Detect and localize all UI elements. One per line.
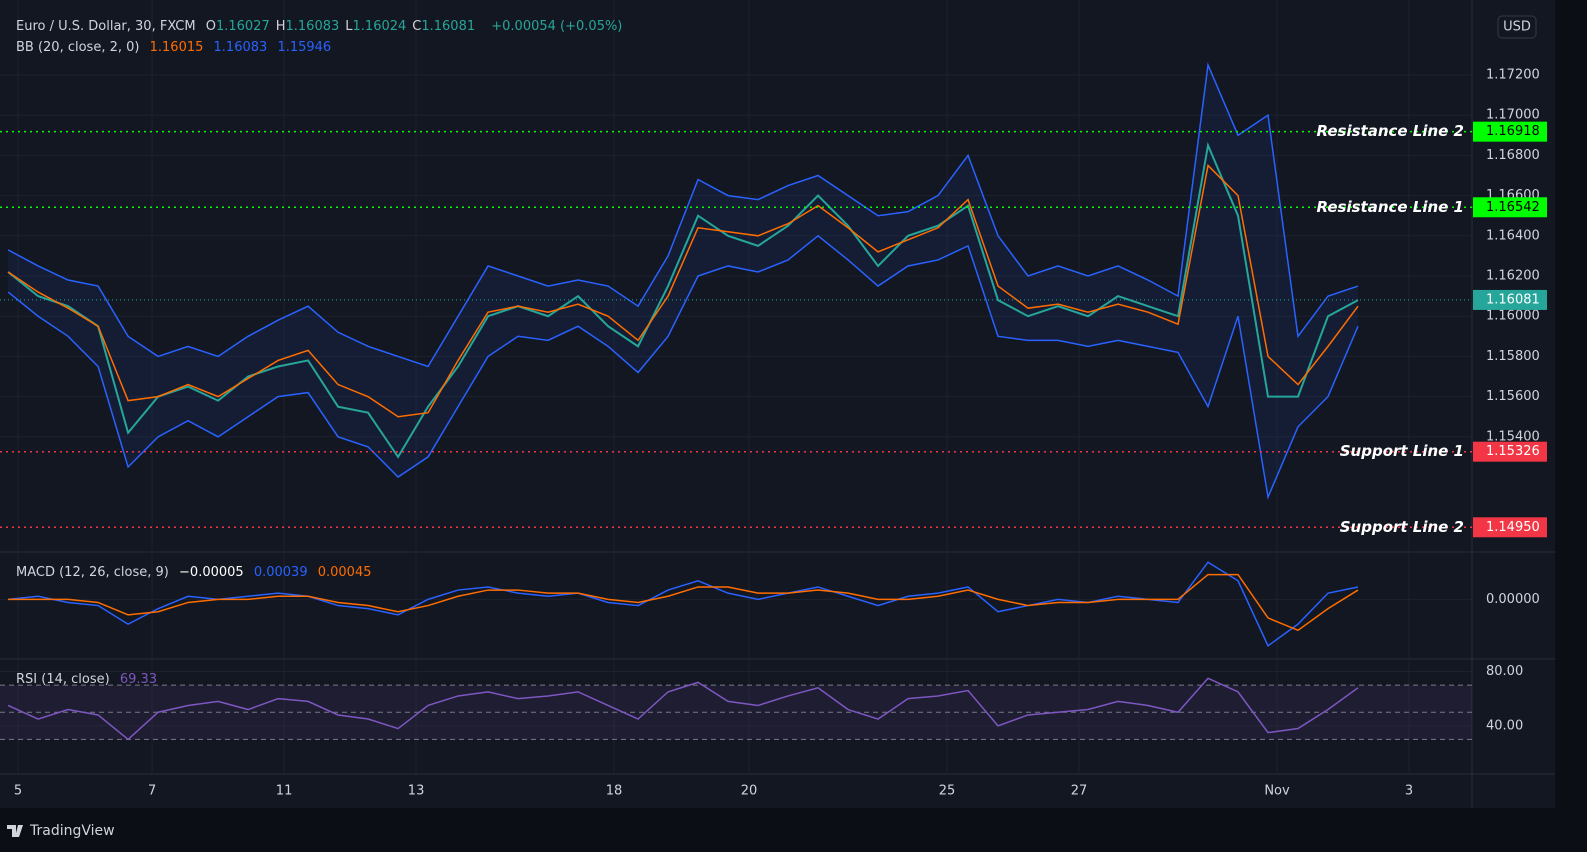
x-tick-label: 18 [606,784,623,799]
rsi-legend: RSI (14, close) 69.33 [16,672,163,687]
level-name: Support Line 2 [1340,518,1464,536]
rsi-name: RSI (14, close) [16,672,110,687]
macd-value: 0.00045 [317,565,372,580]
series-line [7,234,1359,500]
symbol: Euro / U.S. Dollar, 30, FXCM [16,19,196,34]
y-tick-label: 80.00 [1486,664,1523,679]
x-tick-label: 3 [1405,784,1413,799]
y-tick-label: 1.17000 [1486,108,1540,123]
y-tick-label: 1.17200 [1486,67,1540,82]
ohlc: O1.16027 H1.16083 L1.16024 C1.16081 [206,19,481,34]
level-name: Support Line 1 [1340,442,1464,460]
x-tick-label: 5 [14,784,22,799]
y-tick-label: 1.15800 [1486,349,1540,364]
y-tick-label: 1.16000 [1486,309,1540,324]
y-tick-label: 40.00 [1486,718,1523,733]
x-tick-label: 11 [276,784,293,799]
x-tick-label: Nov [1264,784,1290,799]
y-tick-label: 1.16800 [1486,148,1540,163]
level-price-box [1473,517,1547,538]
level-price: 1.16542 [1486,200,1540,215]
last-price-box [1473,289,1547,310]
currency[interactable]: USD [1503,20,1531,35]
macd-value: 0.00039 [253,565,308,580]
rsi-line [7,677,1359,741]
macd-legend: MACD (12, 26, close, 9) −0.00005 0.00039… [16,565,378,580]
currency-button[interactable] [1497,15,1537,39]
chart-bg [0,0,1555,808]
series-line [7,163,1359,418]
price-legend: Euro / U.S. Dollar, 30, FXCM O1.16027 H1.… [16,19,628,34]
level-price-box [1473,197,1547,218]
y-tick-label: 0.00000 [1486,592,1540,607]
x-tick-label: 27 [1071,784,1088,799]
brand-logo [7,825,23,837]
level-price: 1.15326 [1486,444,1540,459]
bb-value: 1.16083 [213,40,268,55]
series-line [7,141,1359,459]
ohlc-value: 1.16027 [215,19,270,34]
x-tick-label: 25 [939,784,956,799]
macd-line [8,561,1359,647]
level-price-box [1473,121,1547,142]
level-name: Resistance Line 1 [1317,198,1464,216]
level-price: 1.16918 [1486,124,1540,139]
bb-value: 1.15946 [277,40,332,55]
level-price: 1.14950 [1486,520,1540,535]
ohlc-name: O [205,19,216,34]
y-tick-label: 1.16200 [1486,269,1540,284]
rsi-value: 69.33 [119,672,158,687]
brand: TradingView [29,823,115,839]
y-tick-label: 1.16400 [1486,228,1540,243]
x-tick-label: 20 [741,784,758,799]
bb-fill [8,64,1359,498]
ohlc-name: C [412,19,422,34]
bb-name: BB (20, close, 2, 0) [16,40,140,55]
series-line [7,62,1359,368]
macd-value: −0.00005 [179,565,244,580]
ohlc-name: H [275,19,286,34]
ohlc-value: 1.16081 [421,19,476,34]
y-tick-label: 1.15400 [1486,429,1540,444]
y-tick-label: 1.15600 [1486,389,1540,404]
ohlc-value: 1.16083 [285,19,340,34]
ohlc-value: 1.16024 [352,19,407,34]
bb-legend: BB (20, close, 2, 0) 1.16015 1.16083 1.1… [16,40,337,55]
change: +0.00054 (+0.05%) [491,19,623,34]
bb-value: 1.16015 [149,40,204,55]
level-name: Resistance Line 2 [1317,122,1464,140]
last-price: 1.16081 [1486,292,1540,307]
macd-name: MACD (12, 26, close, 9) [16,565,169,580]
ohlc-name: L [345,19,353,34]
level-price-box [1473,441,1547,462]
x-tick-label: 13 [408,784,425,799]
x-tick-label: 7 [148,784,156,799]
macd-line [8,573,1359,632]
